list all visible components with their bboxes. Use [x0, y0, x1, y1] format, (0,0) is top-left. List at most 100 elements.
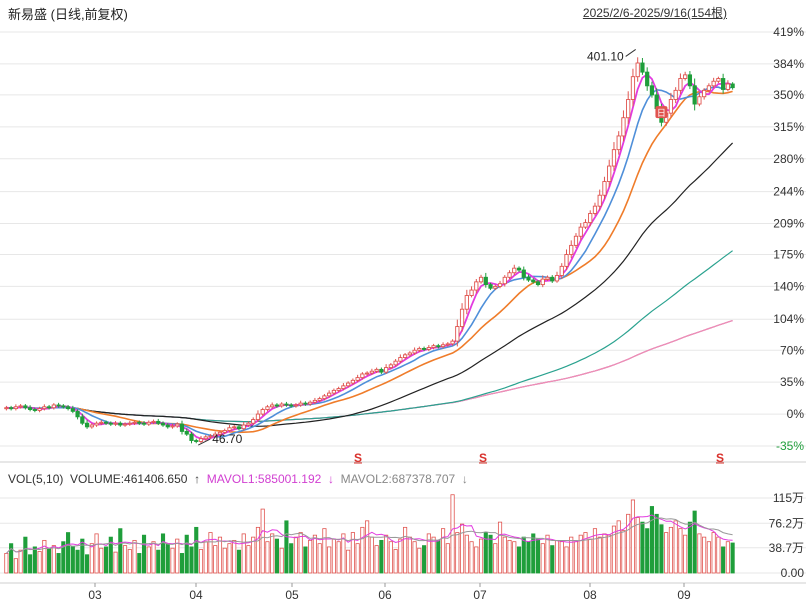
candle-body [222, 430, 227, 433]
candle-body [298, 402, 303, 406]
volume-bar [388, 541, 393, 574]
candle-body [241, 424, 246, 430]
candle-body [469, 289, 474, 296]
volume-bar [127, 549, 132, 574]
candle-body [227, 427, 232, 431]
candle-body [483, 276, 488, 286]
volume-bar [664, 532, 669, 574]
volume-bar [160, 533, 166, 574]
volume-bar [213, 545, 218, 574]
volume-bar [607, 534, 612, 574]
volume-bar [393, 549, 398, 574]
candlestick-series [4, 57, 735, 444]
candle-body [535, 281, 541, 286]
volume-bar [61, 541, 66, 574]
candle-body [4, 407, 9, 410]
volume-bar [588, 538, 593, 574]
candle-body [80, 416, 85, 424]
vol-params-label[interactable]: VOL(5,10) [8, 472, 64, 486]
price-grid [0, 31, 806, 463]
candle-body [165, 424, 170, 428]
date-range-link[interactable]: 2025/2/6-2025/9/16(154根) [582, 6, 727, 20]
volume-bar [80, 538, 85, 574]
volume-bar [521, 536, 526, 574]
candle-body [569, 244, 574, 255]
volume-bar [436, 539, 441, 574]
volume-bar [526, 541, 531, 574]
volume-bar [493, 543, 498, 574]
candle-body [450, 340, 455, 345]
candle-body [597, 194, 602, 207]
volume-bar [70, 546, 75, 574]
volume-bar [336, 541, 341, 574]
candle-body [23, 405, 28, 409]
volume-bar [426, 533, 431, 574]
candle-body [141, 422, 147, 425]
candle-body [369, 370, 374, 374]
volume-bar [384, 534, 389, 574]
signal-marker: S [354, 451, 362, 465]
candle-body [160, 422, 166, 426]
volume-bar [227, 543, 232, 574]
volume-bar [554, 539, 560, 574]
candle-body [236, 426, 242, 430]
candle-body [706, 85, 712, 91]
volume-bar [550, 545, 555, 574]
moving-average-line [6, 73, 733, 441]
y-tick-label: 104% [773, 312, 804, 326]
candle-body [564, 254, 569, 267]
y-tick-label: 35% [780, 375, 804, 389]
y-tick-label: 175% [773, 248, 804, 262]
candle-body [208, 435, 213, 438]
volume-bar [702, 536, 707, 574]
volume-bar [42, 539, 47, 574]
volume-bar [289, 543, 294, 574]
volume-bar [208, 532, 213, 574]
volume-bar [13, 558, 18, 574]
volume-bar [355, 543, 360, 574]
volume-bar [379, 539, 384, 574]
x-tick-label: 04 [189, 588, 203, 602]
high-price-label: 401.10 [587, 49, 624, 63]
volume-bar [222, 547, 227, 574]
volume-bar [450, 494, 455, 574]
candle-body [170, 425, 175, 428]
volume-value: VOLUME:461406.650 [70, 472, 188, 486]
volume-bar [270, 533, 275, 574]
candle-body [198, 438, 204, 442]
volume-bar [279, 547, 284, 574]
moving-average-line [6, 320, 733, 423]
volume-bar [103, 546, 109, 574]
candle-body [251, 419, 256, 424]
moving-average-lines [6, 73, 734, 441]
annotation-leader [625, 49, 636, 57]
volume-bar [331, 538, 336, 574]
candle-body [37, 408, 42, 411]
candle-body [61, 405, 66, 408]
volume-axis-tick-labels: 115万 76.2万 38.7万 0.00 [769, 491, 805, 580]
candle-body [512, 267, 517, 274]
candle-body [184, 430, 189, 435]
volume-bar [265, 541, 270, 574]
candle-body [194, 440, 199, 442]
candle-body [602, 181, 607, 196]
candle-body [431, 345, 436, 348]
y-tick-label: 315% [773, 120, 804, 134]
candle-body [531, 279, 536, 283]
candle-body [84, 422, 90, 428]
volume-bar [293, 536, 298, 574]
candle-body [545, 276, 550, 280]
candle-body [327, 392, 332, 397]
volume-bar [412, 541, 417, 574]
candle-body [645, 71, 650, 87]
annotation-leader [198, 438, 211, 446]
candle-body [455, 326, 460, 342]
candle-body [312, 399, 318, 403]
candle-body [336, 388, 341, 391]
candle-body [436, 345, 441, 348]
candle-body [355, 377, 360, 381]
volume-bar [474, 546, 479, 574]
candle-body [464, 295, 469, 310]
volume-bar [141, 534, 147, 574]
candle-body [630, 76, 636, 100]
